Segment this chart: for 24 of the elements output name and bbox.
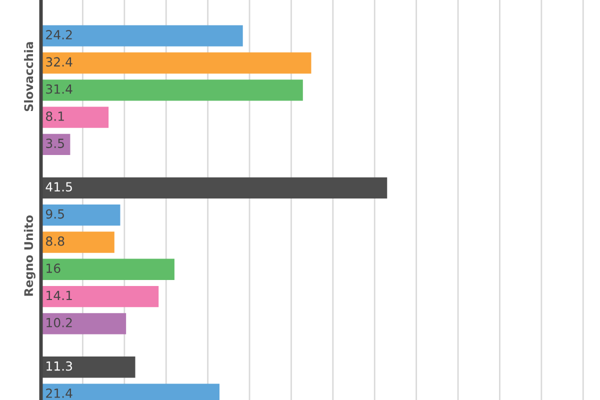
data-label: 41.5 [46,182,72,192]
data-label: 31.4 [46,84,72,94]
bar [41,204,120,226]
bar [41,52,312,74]
data-label: 21.4 [46,388,72,398]
data-label: 10.2 [46,318,72,328]
bar [41,258,174,280]
data-label: 3.5 [46,138,64,148]
data-label: 8.8 [46,236,64,246]
data-label: 14.1 [46,290,72,300]
data-label: 8.1 [46,111,64,121]
bar [41,232,114,253]
y-tick-label: Slovacchia [24,42,34,112]
bar [41,286,159,308]
data-label: 9.5 [46,209,64,219]
data-label: 16 [46,264,60,274]
bar [41,25,243,46]
bar [41,80,303,101]
data-label: 24.2 [46,30,72,40]
data-label: 11.3 [46,361,72,371]
bar [41,106,109,128]
data-label: 32.4 [46,57,72,67]
bar [41,313,126,334]
y-tick-label: Regno Unito [24,215,36,296]
